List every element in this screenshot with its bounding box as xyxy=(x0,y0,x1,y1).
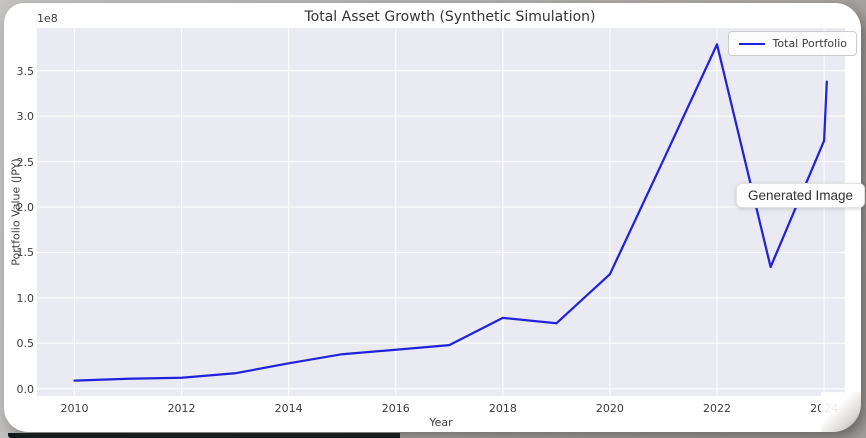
y-tick-label: 1.5 xyxy=(16,246,35,260)
plot-area xyxy=(37,28,845,396)
y-tick-label: 0.0 xyxy=(16,382,35,396)
y-axis-offset-text: 1e8 xyxy=(37,12,58,25)
x-tick-label: 2020 xyxy=(595,402,624,415)
page-curl-decoration xyxy=(821,392,861,432)
chart-title: Total Asset Growth (Synthetic Simulation… xyxy=(304,9,596,25)
legend-entry-label: Total Portfolio xyxy=(772,37,847,50)
generated-image-tooltip: Generated Image xyxy=(736,183,866,208)
generated-chart-image[interactable]: Total Asset Growth (Synthetic Simulation… xyxy=(4,3,866,432)
x-tick-label: 2018 xyxy=(488,402,517,415)
y-tick-label: 3.5 xyxy=(16,64,35,78)
x-tick-label: 2016 xyxy=(381,402,410,415)
y-tick-label: 1.0 xyxy=(16,291,35,305)
series-line-total-portfolio xyxy=(73,43,828,382)
window-edge-strip xyxy=(8,433,400,438)
x-tick-label: 2014 xyxy=(274,402,303,415)
line-chart-svg xyxy=(37,28,845,396)
y-tick-label: 0.5 xyxy=(16,337,35,351)
y-tick-label: 3.0 xyxy=(16,110,35,124)
legend-line-swatch xyxy=(738,42,765,45)
x-axis-label: Year xyxy=(429,416,453,429)
x-tick-label: 2012 xyxy=(167,402,196,415)
y-tick-label: 2.0 xyxy=(16,201,35,214)
y-tick-label: 2.5 xyxy=(16,155,35,169)
gridlines xyxy=(37,28,845,396)
x-tick-label: 2022 xyxy=(703,402,732,415)
x-tick-label: 2010 xyxy=(60,402,89,415)
legend: Total Portfolio xyxy=(727,31,857,56)
